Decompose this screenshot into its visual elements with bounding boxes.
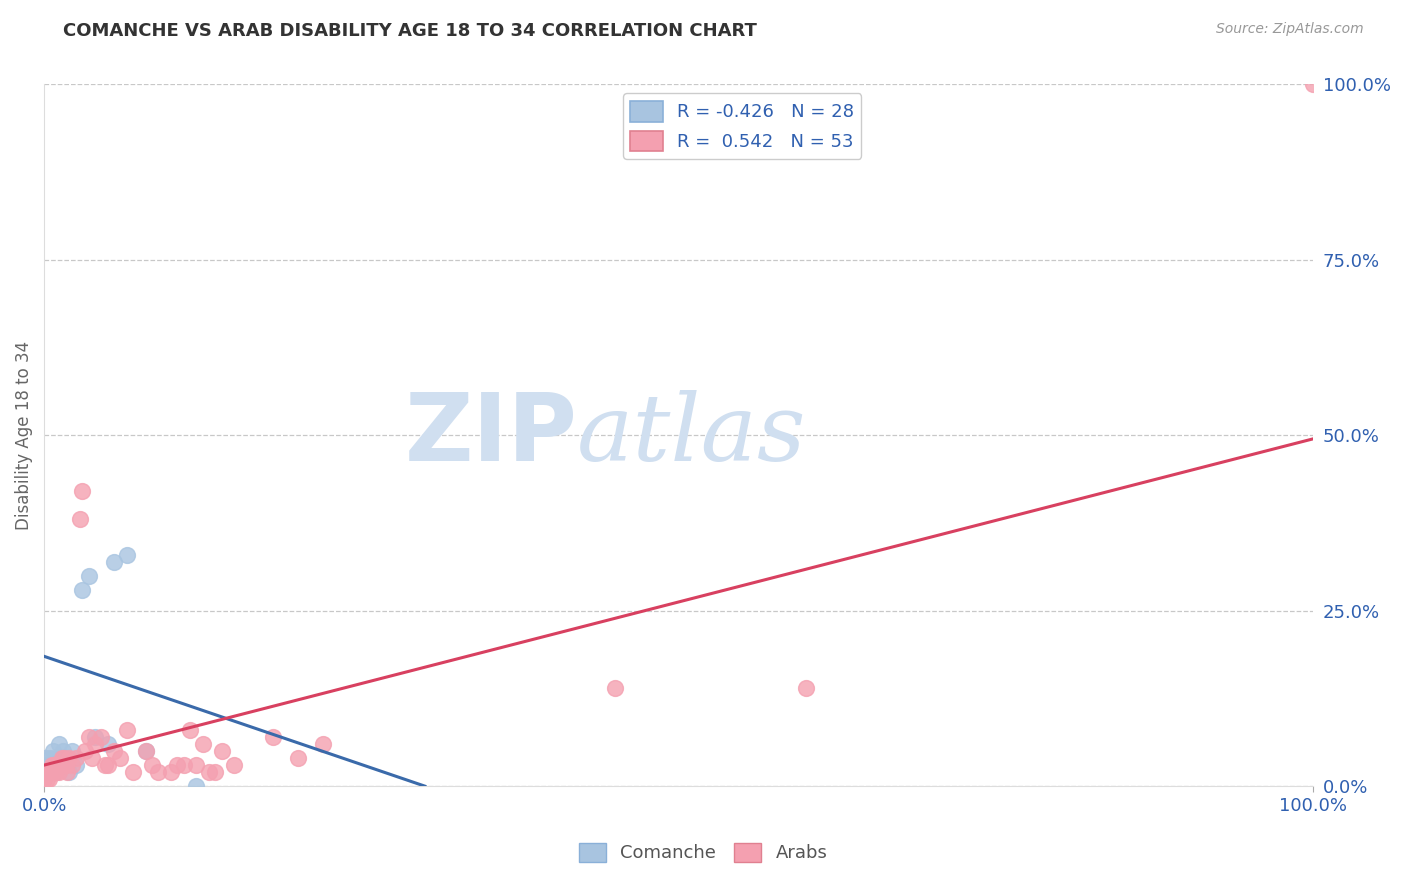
Point xyxy=(103,555,125,569)
Point xyxy=(58,765,80,780)
Point xyxy=(77,568,100,582)
Point xyxy=(191,737,214,751)
Point xyxy=(44,765,66,780)
Point xyxy=(34,751,56,765)
Point xyxy=(65,751,87,765)
Point xyxy=(42,744,65,758)
Point xyxy=(110,751,132,765)
Point xyxy=(44,758,66,772)
Point xyxy=(38,772,60,786)
Point xyxy=(65,758,87,772)
Point xyxy=(32,758,55,772)
Point xyxy=(97,758,120,772)
Point xyxy=(83,737,105,751)
Point xyxy=(173,758,195,772)
Point xyxy=(141,758,163,772)
Point xyxy=(135,744,157,758)
Point xyxy=(34,765,56,780)
Point xyxy=(32,772,55,786)
Legend: Comanche, Arabs: Comanche, Arabs xyxy=(571,836,835,870)
Point xyxy=(90,730,112,744)
Point xyxy=(39,751,62,765)
Point xyxy=(186,779,208,793)
Point xyxy=(39,765,62,780)
Point xyxy=(52,758,75,772)
Point xyxy=(37,765,59,780)
Point xyxy=(49,751,72,765)
Text: atlas: atlas xyxy=(576,391,807,480)
Point xyxy=(70,582,93,597)
Point xyxy=(287,751,309,765)
Point xyxy=(42,765,65,780)
Point xyxy=(83,730,105,744)
Point xyxy=(160,765,183,780)
Point xyxy=(44,765,66,780)
Point xyxy=(122,765,145,780)
Y-axis label: Disability Age 18 to 34: Disability Age 18 to 34 xyxy=(15,341,32,530)
Point xyxy=(77,730,100,744)
Point xyxy=(45,758,67,772)
Point xyxy=(51,751,73,765)
Point xyxy=(73,744,96,758)
Point xyxy=(60,744,83,758)
Point xyxy=(794,681,817,695)
Point xyxy=(35,758,58,772)
Point xyxy=(1302,78,1324,92)
Point xyxy=(605,681,627,695)
Point xyxy=(82,751,104,765)
Point xyxy=(58,751,80,765)
Point xyxy=(52,744,75,758)
Point xyxy=(35,772,58,786)
Point xyxy=(46,758,69,772)
Point xyxy=(53,751,76,765)
Point xyxy=(53,758,76,772)
Point xyxy=(38,758,60,772)
Point xyxy=(179,723,201,737)
Point xyxy=(103,744,125,758)
Point xyxy=(37,765,59,780)
Text: Source: ZipAtlas.com: Source: ZipAtlas.com xyxy=(1216,22,1364,37)
Point xyxy=(70,484,93,499)
Text: ZIP: ZIP xyxy=(405,389,576,482)
Point xyxy=(224,758,246,772)
Point xyxy=(186,758,208,772)
Point xyxy=(55,758,77,772)
Point xyxy=(166,758,188,772)
Point xyxy=(60,758,83,772)
Point xyxy=(48,737,70,751)
Point xyxy=(94,758,117,772)
Point xyxy=(312,737,335,751)
Point xyxy=(41,765,63,780)
Point xyxy=(211,744,233,758)
Point xyxy=(198,765,221,780)
Point xyxy=(135,744,157,758)
Point xyxy=(44,758,66,772)
Point xyxy=(97,737,120,751)
Legend: R = -0.426   N = 28, R =  0.542   N = 53: R = -0.426 N = 28, R = 0.542 N = 53 xyxy=(623,94,862,159)
Text: COMANCHE VS ARAB DISABILITY AGE 18 TO 34 CORRELATION CHART: COMANCHE VS ARAB DISABILITY AGE 18 TO 34… xyxy=(63,22,758,40)
Point xyxy=(204,765,226,780)
Point xyxy=(115,723,138,737)
Point xyxy=(49,758,72,772)
Point xyxy=(56,765,79,780)
Point xyxy=(69,512,91,526)
Point xyxy=(148,765,170,780)
Point xyxy=(41,758,63,772)
Point xyxy=(262,730,284,744)
Point xyxy=(56,751,79,765)
Point xyxy=(45,751,67,765)
Point xyxy=(115,548,138,562)
Point xyxy=(48,765,70,780)
